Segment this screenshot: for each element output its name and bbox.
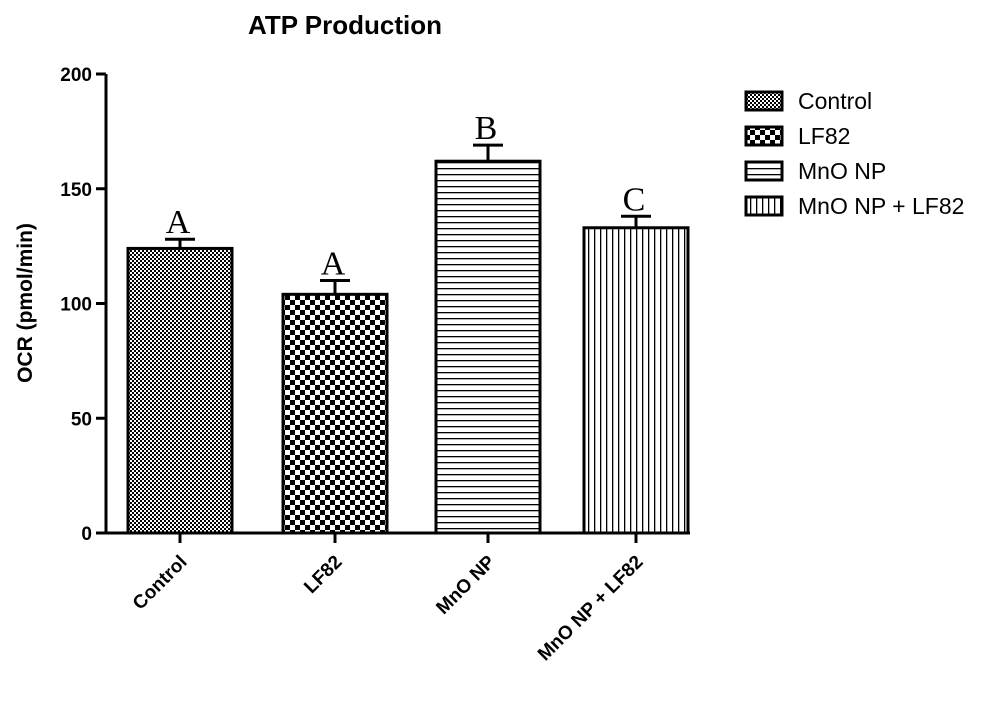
legend-label-mno-np-lf82: MnO NP + LF82 xyxy=(798,193,964,219)
legend: Control LF82 MnO NP MnO NP + LF82 xyxy=(744,88,964,219)
bar-mno-np-lf82 xyxy=(582,226,690,535)
significance-label-control: A xyxy=(166,204,191,241)
bar-control xyxy=(126,246,234,535)
x-tick-label-mno-np-lf82: MnO NP + LF82 xyxy=(534,552,648,666)
significance-label-mno-np: B xyxy=(475,110,498,147)
bar-lf82 xyxy=(281,292,389,535)
legend-swatch-mno-np xyxy=(744,160,784,182)
category-labels: Control LF82 MnO NP MnO NP + LF82 xyxy=(129,533,648,665)
bar-mno-np xyxy=(434,159,542,535)
x-tick-label-control: Control xyxy=(129,552,192,615)
legend-swatch-control xyxy=(744,90,784,112)
legend-swatch-mno-np-lf82 xyxy=(744,195,784,217)
y-tick-label: 0 xyxy=(81,524,92,545)
significance-label-mno-np-lf82: C xyxy=(623,181,646,218)
chart-title: ATP Production xyxy=(248,10,442,40)
y-tick-label: 200 xyxy=(60,65,92,86)
legend-label-control: Control xyxy=(798,88,872,114)
y-ticks: 0 50 100 150 200 xyxy=(60,65,106,545)
x-tick-label-lf82: LF82 xyxy=(300,552,346,598)
x-tick-label-mno-np: MnO NP xyxy=(432,551,499,618)
significance-label-lf82: A xyxy=(321,246,346,283)
y-tick-label: 50 xyxy=(71,409,92,430)
y-axis-label: OCR (pmol/min) xyxy=(14,223,37,383)
legend-label-mno-np: MnO NP xyxy=(798,158,886,184)
legend-swatch-lf82 xyxy=(744,125,784,147)
bars: A A B C xyxy=(106,110,690,535)
y-tick-label: 150 xyxy=(60,180,92,201)
y-tick-label: 100 xyxy=(60,295,92,316)
legend-label-lf82: LF82 xyxy=(798,123,850,149)
